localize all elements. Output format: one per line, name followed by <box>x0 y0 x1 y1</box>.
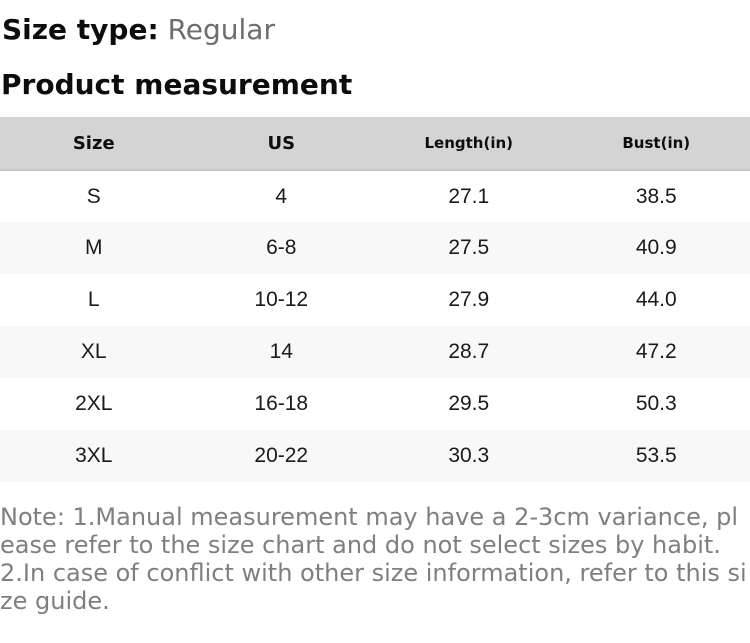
table-row-l: L 10-12 27.9 44.0 <box>0 274 750 326</box>
size-type-label: Size type: <box>2 13 159 46</box>
table-header-row: Size US Length(in) Bust(in) <box>0 117 750 170</box>
cell-length: 28.7 <box>375 326 563 378</box>
cell-us: 16-18 <box>188 378 376 430</box>
cell-size: 2XL <box>0 378 188 430</box>
header-cell-size: Size <box>0 117 188 170</box>
cell-length: 30.3 <box>375 430 563 482</box>
cell-size: 3XL <box>0 430 188 482</box>
cell-bust: 40.9 <box>563 222 750 274</box>
cell-bust: 44.0 <box>563 274 750 326</box>
size-measurement-table: Size US Length(in) Bust(in) S 4 27.1 38.… <box>0 117 750 482</box>
product-measurement-title: Product measurement <box>1 68 750 101</box>
cell-length: 27.9 <box>375 274 563 326</box>
cell-length: 27.1 <box>375 170 563 222</box>
cell-length: 29.5 <box>375 378 563 430</box>
measurement-note: Note: 1.Manual measurement may have a 2-… <box>0 503 750 615</box>
cell-size: L <box>0 274 188 326</box>
cell-bust: 38.5 <box>563 170 750 222</box>
size-type-line: Size type: Regular <box>2 13 750 46</box>
table-row-m: M 6-8 27.5 40.9 <box>0 222 750 274</box>
header-cell-bust: Bust(in) <box>563 117 750 170</box>
cell-us: 10-12 <box>188 274 376 326</box>
cell-bust: 53.5 <box>563 430 750 482</box>
cell-us: 14 <box>188 326 376 378</box>
table-row-2xl: 2XL 16-18 29.5 50.3 <box>0 378 750 430</box>
cell-us: 20-22 <box>188 430 376 482</box>
cell-bust: 50.3 <box>563 378 750 430</box>
table-row-3xl: 3XL 20-22 30.3 53.5 <box>0 430 750 482</box>
header-cell-us: US <box>188 117 376 170</box>
cell-bust: 47.2 <box>563 326 750 378</box>
cell-us: 6-8 <box>188 222 376 274</box>
cell-size: XL <box>0 326 188 378</box>
header-cell-length: Length(in) <box>375 117 563 170</box>
table-row-s: S 4 27.1 38.5 <box>0 170 750 222</box>
cell-us: 4 <box>188 170 376 222</box>
table-row-xl: XL 14 28.7 47.2 <box>0 326 750 378</box>
cell-size: M <box>0 222 188 274</box>
cell-size: S <box>0 170 188 222</box>
size-type-value: Regular <box>168 13 275 46</box>
cell-length: 27.5 <box>375 222 563 274</box>
